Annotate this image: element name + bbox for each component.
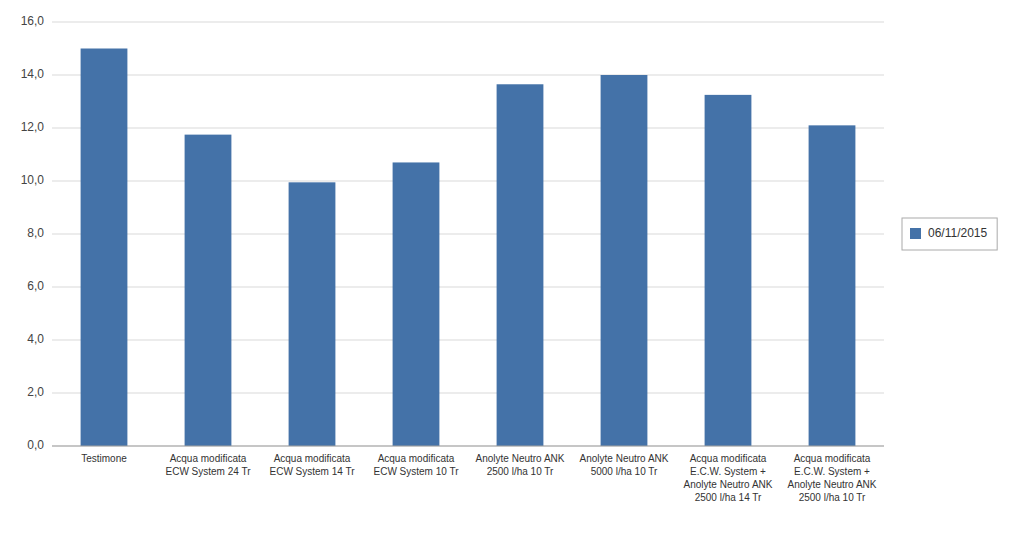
y-tick-label: 0,0 [27,438,44,452]
x-tick-label: Anolyte Neutro ANK2500 l/ha 10 Tr [476,453,565,477]
bar [601,75,648,446]
grid-line [52,393,884,394]
grid-line [52,181,884,182]
y-tick-label: 10,0 [21,173,45,187]
grid-line [52,234,884,235]
chart-container: 0,0 2,0 4,0 6,0 8,0 10,0 12,0 14,0 16,0 Testimone… [0,0,1024,554]
y-tick-label: 16,0 [21,14,45,28]
bar [705,95,752,446]
legend-swatch [910,228,921,239]
x-axis: Testimone Acqua modificataECW System 24 T… [81,453,877,503]
bar [497,84,544,446]
x-axis-line [52,446,884,447]
y-tick-label: 4,0 [27,332,44,346]
grid-line [52,287,884,288]
y-axis: 0,0 2,0 4,0 6,0 8,0 10,0 12,0 14,0 16,0 [21,14,45,452]
x-tick-label: Acqua modificataE.C.W. System +Anolyte N… [788,453,877,503]
chart: 0,0 2,0 4,0 6,0 8,0 10,0 12,0 14,0 16,0 Testimone… [0,0,1024,554]
x-tick-label: Anolyte Neutro ANK5000 l/ha 10 Tr [580,453,669,477]
x-tick-label: Acqua modificataECW System 24 Tr [165,453,251,477]
x-tick-label: Acqua modificataE.C.W. System +Anolyte N… [684,453,773,503]
grid-line [52,22,884,23]
grid-line [52,340,884,341]
legend: 06/11/2015 [902,218,997,250]
grid-line [52,128,884,129]
bar [393,162,440,446]
bar [289,182,336,446]
grid-line [52,446,884,447]
legend-box [902,218,997,250]
bar [809,125,856,446]
y-tick-label: 6,0 [27,279,44,293]
y-tick-label: 14,0 [21,67,45,81]
bar [81,49,128,447]
bar [185,135,232,446]
x-tick-label: Acqua modificataECW System 14 Tr [269,453,355,477]
y-tick-label: 8,0 [27,226,44,240]
grid-line [52,75,884,76]
x-tick-label: Acqua modificataECW System 10 Tr [373,453,459,477]
x-tick-label: Testimone [81,453,127,464]
y-tick-label: 12,0 [21,120,45,134]
grid [52,22,884,446]
legend-label: 06/11/2015 [928,226,987,240]
bars [81,49,856,447]
y-tick-label: 2,0 [27,385,44,399]
